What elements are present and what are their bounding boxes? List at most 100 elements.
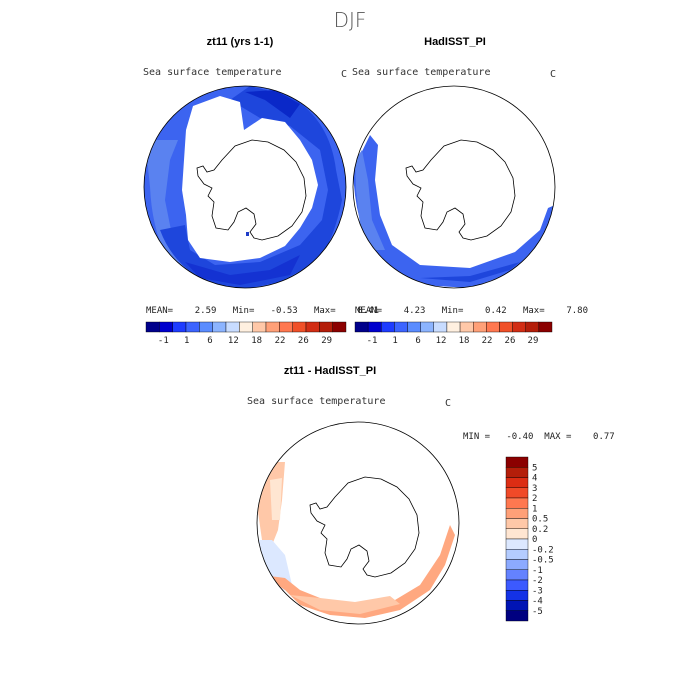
colorbar-swatch [225, 321, 240, 333]
colorbar-swatch [159, 321, 173, 333]
colorbar-tick-label: 22 [275, 336, 286, 346]
colorbar-swatch [332, 321, 347, 333]
colorbar-tick-label: 4 [532, 474, 537, 484]
colorbar-swatch [212, 321, 227, 333]
panel3-subtitle: Sea surface temperature [247, 396, 386, 407]
map-hadisst [353, 86, 555, 288]
colorbar-tick-label: -3 [532, 586, 543, 596]
colorbar-swatch [486, 321, 500, 333]
panel2-unit: C [550, 69, 557, 80]
colorbar-swatch [505, 600, 529, 611]
panel1-stats: MEAN= 2.59 Min= -0.53 Max= 8.41 [146, 306, 379, 316]
colorbar-tick-label: 1 [184, 336, 189, 346]
panel2-stats: MEAN= 4.23 Min= 0.42 Max= 7.80 [355, 306, 588, 316]
colorbar-swatch [381, 321, 395, 333]
colorbar-swatch [505, 477, 529, 488]
colorbar-swatch [505, 497, 529, 509]
colorbar-swatch [505, 467, 529, 478]
colorbar-swatch [265, 321, 280, 333]
colorbar-tick-label: -4 [532, 597, 543, 607]
ice-region-1 [182, 96, 318, 262]
colorbar-swatch [538, 321, 553, 333]
antarctica-outline-3 [309, 476, 420, 578]
colorbar-swatch [505, 487, 529, 499]
colorbar-swatch [354, 321, 369, 333]
colorbar-swatch [505, 456, 529, 468]
colorbar-swatch [199, 321, 213, 333]
colorbar-tick-label: 1 [392, 336, 397, 346]
colorbar-tick-label: -1 [158, 336, 169, 346]
colorbar-swatch [292, 321, 307, 333]
colorbar-swatch [367, 321, 382, 333]
colorbar-tick-label: -0.2 [532, 545, 554, 555]
colorbar-swatch [505, 549, 529, 560]
colorbar-tick-label: -1 [367, 336, 378, 346]
colorbar-tick-label: -2 [532, 576, 543, 586]
colorbar-tick-label: 0 [532, 535, 537, 545]
panel1-title: zt11 (yrs 1-1) [206, 36, 274, 48]
map-zt11 [144, 86, 346, 288]
colorbar-panel1: -1 1 6 12 18 22 26 29 [145, 321, 347, 346]
colorbar-tick-label: 0.5 [532, 515, 548, 525]
colorbar-swatch [505, 538, 529, 550]
colorbar-swatch [505, 528, 529, 540]
panel1-subtitle: Sea surface temperature [143, 67, 282, 78]
colorbar-tick-label: 12 [228, 336, 239, 346]
colorbar-swatch [505, 508, 529, 519]
colorbar-tick-label: 29 [321, 336, 332, 346]
colorbar-tick-label: 12 [436, 336, 447, 346]
colorbar-swatch [505, 590, 529, 601]
colorbar-swatch [185, 321, 200, 333]
colorbar-swatch [446, 321, 461, 333]
colorbar-tick-label: 18 [251, 336, 262, 346]
colorbar-swatch [394, 321, 408, 333]
colorbar-swatch [473, 321, 487, 333]
panel2-title: HadISST_PI [424, 36, 486, 48]
colorbar-swatch [305, 321, 320, 333]
colorbar-tick-label: -5 [532, 607, 543, 617]
colorbar-tick-label: 26 [298, 336, 309, 346]
antarctica-outline-2 [405, 139, 516, 241]
colorbar-swatch [459, 321, 474, 333]
colorbar-tick-label: 18 [459, 336, 470, 346]
colorbar-swatch [145, 321, 160, 333]
colorbar-panel2: -1 1 6 12 18 22 26 29 [354, 321, 553, 346]
colorbar-tick-label: 3 [532, 484, 537, 494]
colorbar-swatch [279, 321, 293, 333]
colorbar-swatch [499, 321, 513, 333]
figure-title: DJF [333, 8, 367, 32]
panel3-title: zt11 - HadISST_PI [283, 365, 377, 377]
panel3-unit: C [445, 398, 452, 409]
colorbar-tick-label: 1 [532, 504, 537, 514]
colorbar-tick-label: 2 [532, 494, 537, 504]
colorbar-swatch [505, 518, 529, 529]
colorbar-tick-label: 29 [528, 336, 539, 346]
colorbar-swatch [407, 321, 421, 333]
panel1-unit: C [341, 69, 348, 80]
colorbar-swatch [319, 321, 333, 333]
colorbar-swatch [172, 321, 187, 333]
colorbar-swatch [239, 321, 253, 333]
colorbar-swatch [505, 569, 529, 581]
colorbar-tick-label: 22 [482, 336, 493, 346]
colorbar-tick-label: -1 [532, 566, 543, 576]
colorbar-swatch [505, 579, 529, 591]
colorbar-swatch [512, 321, 526, 333]
colorbar-swatch [505, 559, 529, 570]
colorbar-tick-label: 26 [505, 336, 516, 346]
panel3-stats: MIN = -0.40 MAX = 0.77 [463, 432, 615, 442]
colorbar-swatch [433, 321, 448, 333]
colorbar-tick-label: 5 [532, 463, 537, 473]
panel2-subtitle: Sea surface temperature [352, 67, 491, 78]
colorbar-tick-label: -0.5 [532, 556, 554, 566]
antarctica-outline-1 [196, 139, 307, 241]
map-difference [257, 422, 459, 624]
colorbar-swatch [420, 321, 434, 333]
colorbar-swatch [505, 610, 529, 622]
colorbar-tick-label: 0.2 [532, 525, 548, 535]
colorbar-swatch [525, 321, 540, 333]
colorbar-swatch [252, 321, 267, 333]
colorbar-tick-label: 6 [415, 336, 420, 346]
